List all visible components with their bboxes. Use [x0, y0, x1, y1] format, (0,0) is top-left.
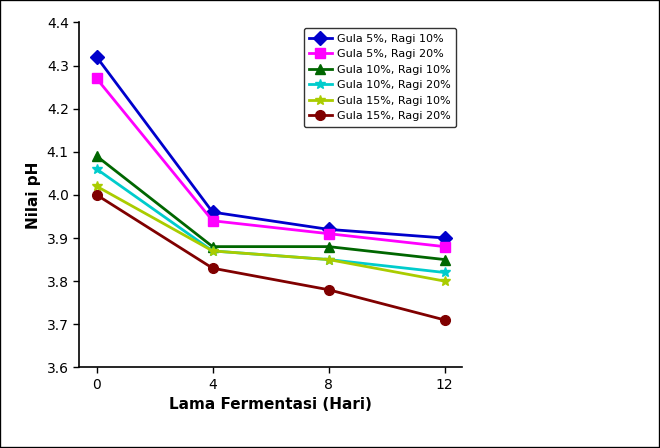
X-axis label: Lama Fermentasi (Hari): Lama Fermentasi (Hari)	[169, 397, 372, 412]
Gula 5%, Ragi 20%	[209, 218, 216, 224]
Gula 10%, Ragi 10%	[441, 257, 449, 262]
Y-axis label: Nilai pH: Nilai pH	[26, 161, 41, 228]
Gula 10%, Ragi 10%	[209, 244, 216, 250]
Gula 5%, Ragi 20%	[441, 244, 449, 250]
Gula 10%, Ragi 20%	[92, 166, 100, 172]
Gula 10%, Ragi 20%	[441, 270, 449, 275]
Gula 10%, Ragi 20%	[325, 257, 333, 262]
Line: Gula 15%, Ragi 10%: Gula 15%, Ragi 10%	[92, 181, 449, 286]
Gula 15%, Ragi 10%	[92, 184, 100, 189]
Gula 10%, Ragi 10%	[92, 153, 100, 159]
Gula 5%, Ragi 20%	[92, 76, 100, 81]
Line: Gula 15%, Ragi 20%: Gula 15%, Ragi 20%	[92, 190, 449, 325]
Line: Gula 10%, Ragi 10%: Gula 10%, Ragi 10%	[92, 151, 449, 264]
Gula 10%, Ragi 10%	[325, 244, 333, 250]
Gula 5%, Ragi 10%	[209, 209, 216, 215]
Gula 5%, Ragi 10%	[92, 54, 100, 60]
Gula 5%, Ragi 10%	[325, 227, 333, 232]
Line: Gula 5%, Ragi 20%: Gula 5%, Ragi 20%	[92, 73, 449, 251]
Gula 15%, Ragi 10%	[209, 248, 216, 254]
Gula 10%, Ragi 20%	[209, 248, 216, 254]
Gula 5%, Ragi 10%	[441, 235, 449, 241]
Gula 15%, Ragi 20%	[92, 192, 100, 198]
Line: Gula 5%, Ragi 10%: Gula 5%, Ragi 10%	[92, 52, 449, 243]
Gula 15%, Ragi 10%	[325, 257, 333, 262]
Gula 15%, Ragi 10%	[441, 278, 449, 284]
Gula 15%, Ragi 20%	[325, 287, 333, 293]
Gula 5%, Ragi 20%	[325, 231, 333, 237]
Gula 15%, Ragi 20%	[441, 317, 449, 323]
Gula 15%, Ragi 20%	[209, 266, 216, 271]
Line: Gula 10%, Ragi 20%: Gula 10%, Ragi 20%	[92, 164, 449, 277]
Legend: Gula 5%, Ragi 10%, Gula 5%, Ragi 20%, Gula 10%, Ragi 10%, Gula 10%, Ragi 20%, Gu: Gula 5%, Ragi 10%, Gula 5%, Ragi 20%, Gu…	[304, 28, 457, 127]
